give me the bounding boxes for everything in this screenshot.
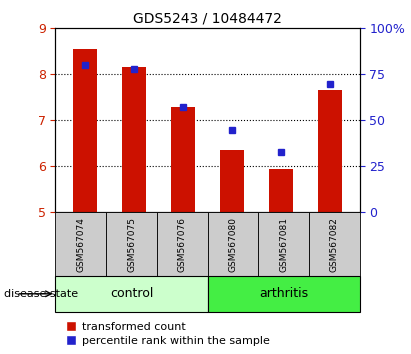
Bar bbox=[122, 67, 146, 212]
FancyBboxPatch shape bbox=[55, 276, 208, 312]
Text: GSM567081: GSM567081 bbox=[279, 217, 288, 272]
Text: control: control bbox=[110, 287, 153, 300]
Text: GSM567082: GSM567082 bbox=[330, 217, 339, 272]
Bar bbox=[318, 91, 342, 212]
FancyBboxPatch shape bbox=[258, 212, 309, 276]
Bar bbox=[73, 49, 97, 212]
Bar bbox=[220, 150, 245, 212]
Bar bbox=[171, 107, 195, 212]
Legend: transformed count, percentile rank within the sample: transformed count, percentile rank withi… bbox=[61, 317, 275, 351]
Text: GSM567074: GSM567074 bbox=[76, 217, 85, 272]
Text: disease state: disease state bbox=[4, 289, 78, 299]
FancyBboxPatch shape bbox=[55, 212, 106, 276]
FancyBboxPatch shape bbox=[157, 212, 208, 276]
Text: GSM567075: GSM567075 bbox=[127, 217, 136, 272]
Text: GSM567076: GSM567076 bbox=[178, 217, 187, 272]
FancyBboxPatch shape bbox=[106, 212, 157, 276]
FancyBboxPatch shape bbox=[309, 212, 360, 276]
Title: GDS5243 / 10484472: GDS5243 / 10484472 bbox=[133, 12, 282, 26]
Bar bbox=[269, 169, 293, 212]
FancyBboxPatch shape bbox=[208, 212, 258, 276]
Text: GSM567080: GSM567080 bbox=[229, 217, 238, 272]
Text: arthritis: arthritis bbox=[259, 287, 308, 300]
FancyBboxPatch shape bbox=[208, 276, 360, 312]
